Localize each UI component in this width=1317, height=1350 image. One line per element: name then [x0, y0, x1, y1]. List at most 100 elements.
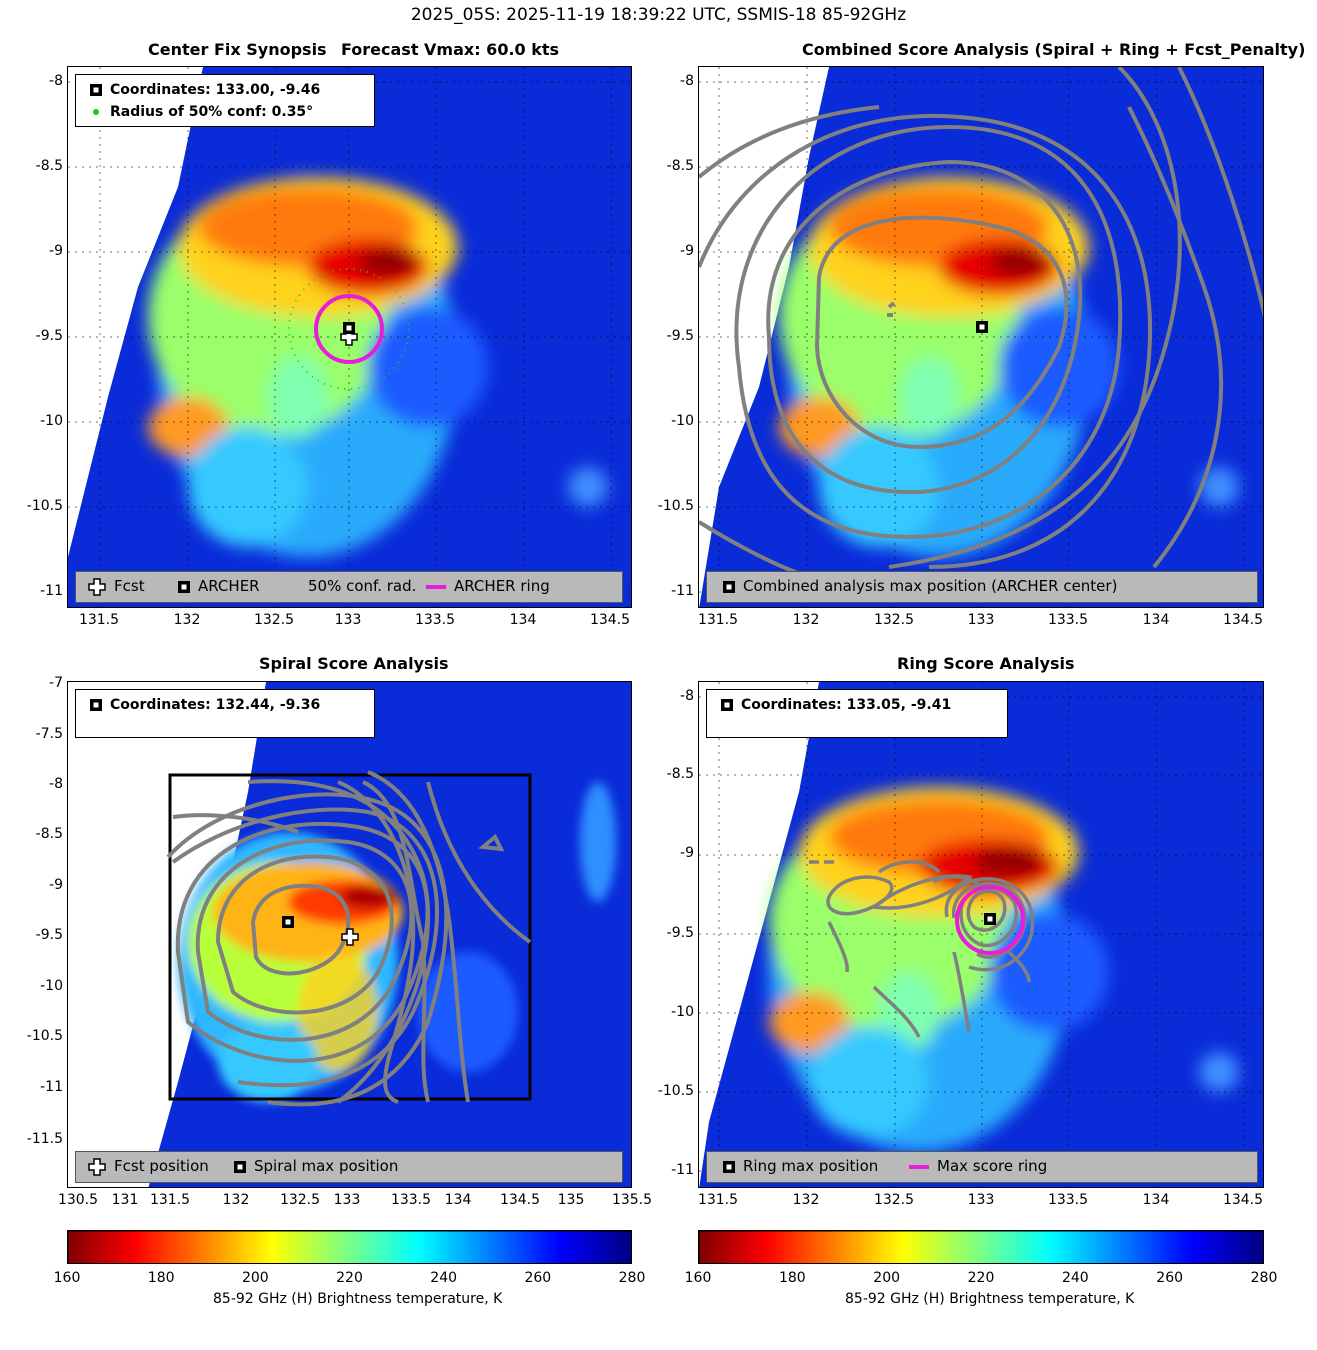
ring-coords: Coordinates: 133.05, -9.41	[741, 697, 952, 713]
spiral-heatmap	[68, 682, 631, 1187]
combined-max-marker	[976, 321, 988, 333]
ring-max-marker	[984, 913, 996, 925]
combined-title: Combined Score Analysis (Spiral + Ring +…	[802, 40, 1306, 59]
ring-bottom-legend: Ring max position Max score ring	[706, 1151, 1258, 1183]
ring-legend-icon	[426, 584, 446, 589]
spiral-ytick: -8.5	[35, 826, 63, 842]
ring-title: Ring Score Analysis	[897, 654, 1075, 673]
spiral-axes	[67, 681, 632, 1188]
combined-contours	[699, 67, 1263, 579]
spiral-bottom-legend: Fcst position Spiral max position	[75, 1151, 623, 1183]
spiral-xtick: 134	[444, 1192, 472, 1208]
spiral-fcst-marker	[341, 928, 359, 946]
combined-ytick: -9.5	[666, 328, 694, 344]
combined-bottom-legend: Combined analysis max position (ARCHER c…	[706, 571, 1258, 603]
archer-legend-icon	[90, 84, 102, 96]
spiral-max-legend-icon	[234, 1160, 246, 1173]
max-ring-legend-icon	[909, 1164, 929, 1169]
combined-ytick: -11	[671, 583, 694, 599]
ring-xtick: 134.5	[1222, 1192, 1264, 1208]
synopsis-xtick: 132.5	[253, 612, 295, 628]
archer-legend-icon-2	[178, 580, 190, 593]
spiral-legend: Coordinates: 132.44, -9.36	[75, 689, 375, 738]
synopsis-title-right: Forecast Vmax: 60.0 kts	[341, 40, 560, 59]
spiral-ytick: -11	[40, 1079, 63, 1095]
spiral-xtick: 135	[557, 1192, 585, 1208]
ring-ytick: -10.5	[657, 1083, 694, 1099]
ring-max-legend-icon	[723, 1160, 735, 1173]
figure-title: 2025_05S: 2025-11-19 18:39:22 UTC, SSMIS…	[410, 5, 907, 25]
fcst-legend-icon	[88, 577, 106, 596]
combined-xtick: 133.5	[1047, 612, 1089, 628]
legend-spiral-max: Spiral max position	[254, 1157, 399, 1175]
ring-axes	[698, 681, 1264, 1188]
synopsis-title-left: Center Fix Synopsis	[148, 40, 327, 59]
conf-dot-legend-icon	[93, 109, 99, 115]
legend-archer-ring: ARCHER ring	[454, 577, 550, 595]
spiral-xtick: 132	[222, 1192, 250, 1208]
spiral-xtick: 133.5	[390, 1192, 432, 1208]
spiral-contours	[166, 770, 532, 1107]
synopsis-coords: Coordinates: 133.00, -9.46	[110, 82, 321, 98]
combined-ytick: -10	[671, 413, 694, 429]
colorbar-tick: 200	[241, 1270, 269, 1286]
colorbar-tick: 160	[53, 1270, 81, 1286]
synopsis-ytick: -11	[40, 583, 63, 599]
ring-ytick: -8	[680, 688, 694, 704]
colorbar-tick: 220	[967, 1270, 995, 1286]
colorbar-left-label: 85-92 GHz (H) Brightness temperature, K	[213, 1291, 503, 1307]
combined-max-legend-icon	[723, 580, 735, 593]
colorbar-right-label: 85-92 GHz (H) Brightness temperature, K	[845, 1291, 1135, 1307]
colorbar-tick: 180	[147, 1270, 175, 1286]
ring-legend: Coordinates: 133.05, -9.41	[706, 689, 1008, 738]
ring-ytick: -9	[680, 845, 694, 861]
legend-ring-max: Ring max position	[743, 1157, 879, 1175]
combined-xtick: 132.5	[873, 612, 915, 628]
combined-xtick: 134.5	[1222, 612, 1264, 628]
spiral-ytick: -9	[49, 877, 63, 893]
ring-ytick: -8.5	[666, 766, 694, 782]
colorbar-tick: 220	[336, 1270, 363, 1286]
synopsis-xtick: 133	[334, 612, 362, 628]
legend-archer: ARCHER	[198, 577, 260, 595]
ring-xtick: 134	[1142, 1192, 1170, 1208]
ring-xtick: 132	[792, 1192, 820, 1208]
colorbar-tick: 200	[873, 1270, 901, 1286]
synopsis-heatmap	[68, 67, 631, 607]
spiral-xtick: 133	[333, 1192, 361, 1208]
legend-fcst: Fcst	[114, 577, 145, 595]
ring-ytick: -11	[671, 1162, 694, 1178]
colorbar-tick: 240	[430, 1270, 458, 1286]
combined-ytick: -8.5	[666, 158, 694, 174]
ring-gridlines	[699, 682, 1263, 1187]
spiral-xtick: 130.5	[57, 1192, 99, 1208]
colorbar-tick: 180	[778, 1270, 806, 1286]
spiral-ytick: -9.5	[35, 927, 63, 943]
combined-xtick: 132	[792, 612, 820, 628]
synopsis-ytick: -10.5	[26, 498, 63, 514]
synopsis-ytick: -10	[40, 413, 63, 429]
combined-ytick: -9	[680, 243, 694, 259]
colorbar-tick: 260	[524, 1270, 552, 1286]
combined-ytick: -10.5	[657, 498, 694, 514]
spiral-xtick: 131.5	[149, 1192, 191, 1208]
legend-combined-max: Combined analysis max position (ARCHER c…	[743, 577, 1118, 595]
spiral-ytick: -7.5	[35, 726, 63, 742]
legend-conf-rad: 50% conf. rad.	[308, 577, 417, 595]
spiral-ytick: -10.5	[26, 1028, 63, 1044]
ring-ytick: -9.5	[666, 925, 694, 941]
colorbar-right	[698, 1230, 1264, 1264]
synopsis-ytick: -9	[49, 243, 63, 259]
spiral-ytick: -7	[49, 675, 63, 691]
ring-heatmap	[699, 682, 1263, 1187]
spiral-max-marker	[282, 916, 294, 928]
legend-max-score-ring: Max score ring	[937, 1157, 1048, 1175]
synopsis-ytick: -9.5	[35, 328, 63, 344]
archer-center-marker	[343, 322, 355, 334]
ring-xtick: 133.5	[1047, 1192, 1089, 1208]
colorbar-tick: 280	[1250, 1270, 1278, 1286]
spiral-xtick: 132.5	[279, 1192, 321, 1208]
spiral-ytick: -8	[49, 776, 63, 792]
combined-xtick: 134	[1142, 612, 1170, 628]
colorbar-tick: 280	[618, 1270, 646, 1286]
